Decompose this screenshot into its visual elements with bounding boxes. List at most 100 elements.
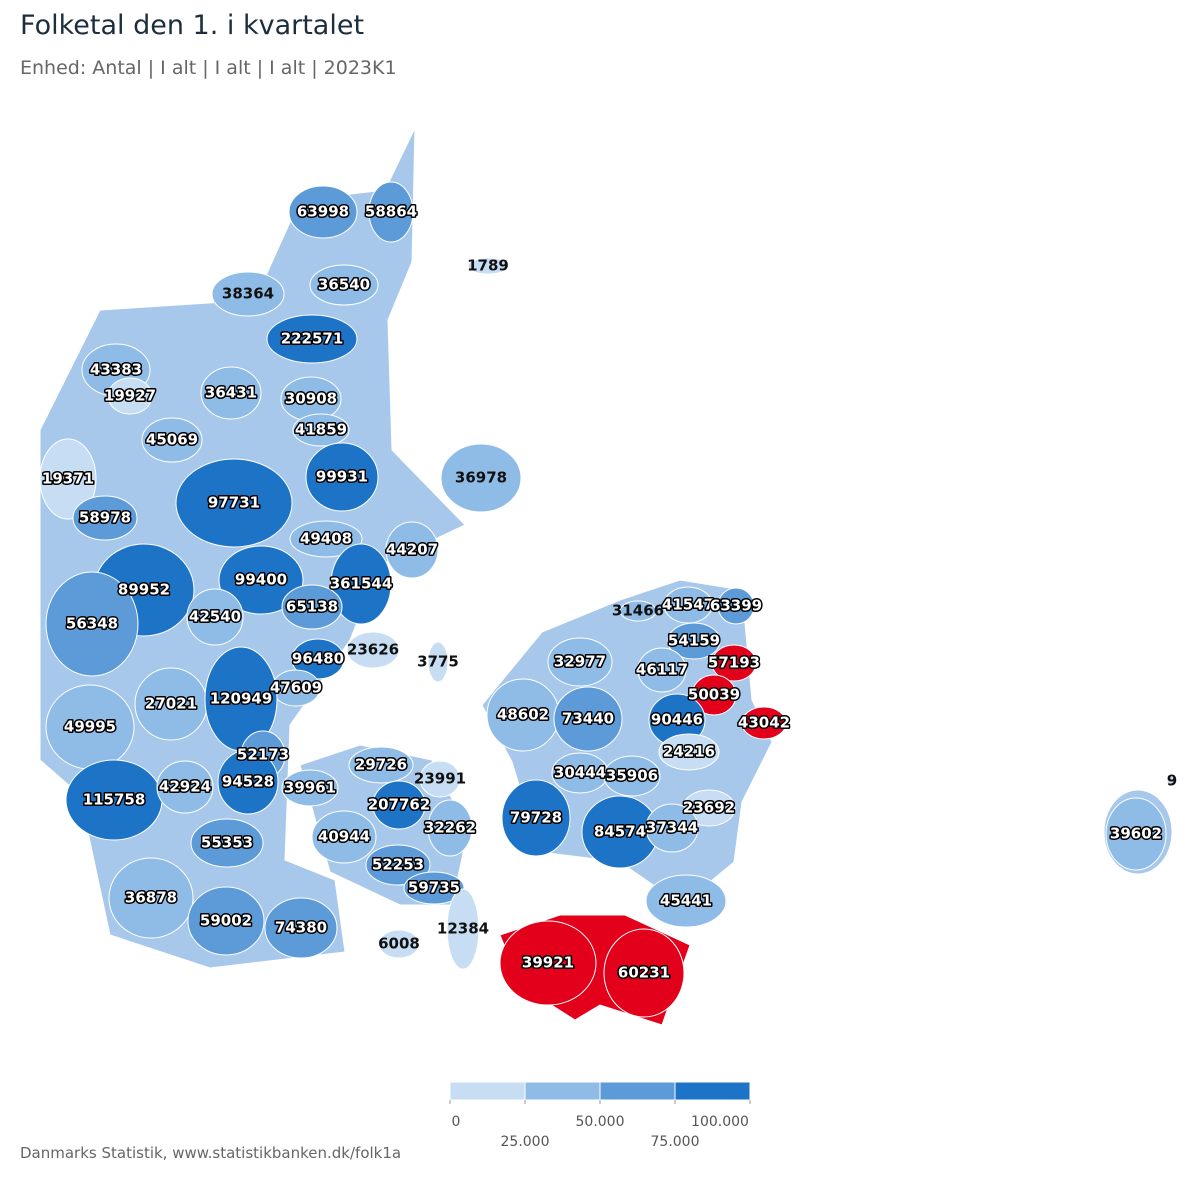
region-label: 23991 xyxy=(414,770,466,788)
region xyxy=(467,257,509,275)
region-label: 39961 xyxy=(284,779,336,797)
region xyxy=(309,264,379,306)
region-label: 9 xyxy=(1167,772,1177,790)
regions xyxy=(39,181,1178,1018)
region xyxy=(39,438,97,520)
region xyxy=(187,886,265,956)
region-label: 23626 xyxy=(347,641,399,659)
region-label: 49995 xyxy=(64,718,116,736)
region-label: 60231 xyxy=(618,964,670,982)
region xyxy=(291,638,345,680)
region xyxy=(637,647,687,693)
legend-tick-label: 75.000 xyxy=(651,1134,700,1150)
region xyxy=(365,844,431,886)
legend-tick-label: 0 xyxy=(452,1114,461,1130)
region xyxy=(45,571,139,677)
region xyxy=(440,443,522,513)
region xyxy=(211,271,285,317)
region xyxy=(348,746,414,784)
region-label: 99400 xyxy=(235,571,287,589)
region xyxy=(385,521,439,579)
region xyxy=(741,706,787,740)
region-label: 48602 xyxy=(497,706,549,724)
region-label: 46117 xyxy=(636,661,688,679)
region xyxy=(691,674,737,716)
region-label: 3775 xyxy=(417,653,459,671)
region-label: 30444 xyxy=(554,764,606,782)
region-label: 43383 xyxy=(90,361,142,379)
region-label: 63998 xyxy=(297,203,349,221)
region xyxy=(288,185,358,239)
region xyxy=(547,637,613,687)
region-label: 41859 xyxy=(295,421,347,439)
legend: 0 25.000 50.000 75.000 100.000 xyxy=(449,1081,751,1150)
region-label: 90446 xyxy=(651,711,703,729)
subtitle: Enhed: Antal | I alt | I alt | I alt | 2… xyxy=(20,57,397,79)
region xyxy=(372,780,426,830)
region-label: 89952 xyxy=(118,581,170,599)
region-label: 12384 xyxy=(437,920,489,938)
region xyxy=(156,760,214,814)
region-label: 65138 xyxy=(286,598,338,616)
region xyxy=(217,749,279,815)
region-label: 44207 xyxy=(386,541,438,559)
region-label: 30908 xyxy=(285,390,337,408)
region-label: 40944 xyxy=(318,828,370,846)
region-label: 42540 xyxy=(189,608,241,626)
region xyxy=(330,543,392,625)
region xyxy=(218,545,304,615)
region xyxy=(1166,775,1178,787)
region-label: 52173 xyxy=(237,746,289,764)
region-label: 55353 xyxy=(201,834,253,852)
region-label: 58978 xyxy=(79,509,131,527)
region xyxy=(501,779,571,857)
region-label: 39921 xyxy=(522,954,574,972)
region-label: 54159 xyxy=(668,632,720,650)
region-label: 207762 xyxy=(368,796,431,814)
region-label: 45441 xyxy=(660,892,712,910)
region-label: 94528 xyxy=(222,773,274,791)
region xyxy=(281,769,339,807)
region-label: 38364 xyxy=(222,285,274,303)
region xyxy=(619,600,657,622)
region xyxy=(419,760,461,798)
region-label: 96480 xyxy=(292,650,344,668)
region xyxy=(667,622,721,660)
region-label: 19371 xyxy=(42,470,94,488)
region-label: 19927 xyxy=(104,387,156,405)
region xyxy=(346,631,400,669)
region xyxy=(281,584,343,630)
region-label: 41547 xyxy=(662,596,714,614)
region xyxy=(499,920,597,1006)
region-label: 57193 xyxy=(708,654,760,672)
region-label: 59735 xyxy=(408,879,460,897)
region-label: 79728 xyxy=(510,809,562,827)
region-label: 23692 xyxy=(683,799,735,817)
region-label: 120949 xyxy=(210,690,273,708)
region-label: 59002 xyxy=(200,912,252,930)
legend-swatch xyxy=(524,1081,601,1101)
region xyxy=(289,520,363,558)
region xyxy=(1105,797,1167,871)
region xyxy=(292,413,350,447)
region-label: 43042 xyxy=(738,714,790,732)
region xyxy=(553,686,623,752)
legend-swatch xyxy=(599,1081,676,1101)
legend-swatch xyxy=(449,1081,526,1101)
region xyxy=(368,181,414,243)
legend-tick-label: 50.000 xyxy=(576,1114,625,1130)
region-label: 6008 xyxy=(378,935,420,953)
region-label: 36978 xyxy=(455,469,507,487)
region xyxy=(603,755,661,797)
region xyxy=(658,733,720,771)
region-label: 31466 xyxy=(612,602,664,620)
region-label: 97731 xyxy=(208,494,260,512)
title: Folketal den 1. i kvartalet xyxy=(20,10,364,41)
region xyxy=(72,495,138,541)
region xyxy=(108,857,194,939)
region xyxy=(305,442,379,512)
region-label: 52253 xyxy=(372,856,424,874)
region-label: 24216 xyxy=(663,743,715,761)
region-label: 361544 xyxy=(330,575,393,593)
